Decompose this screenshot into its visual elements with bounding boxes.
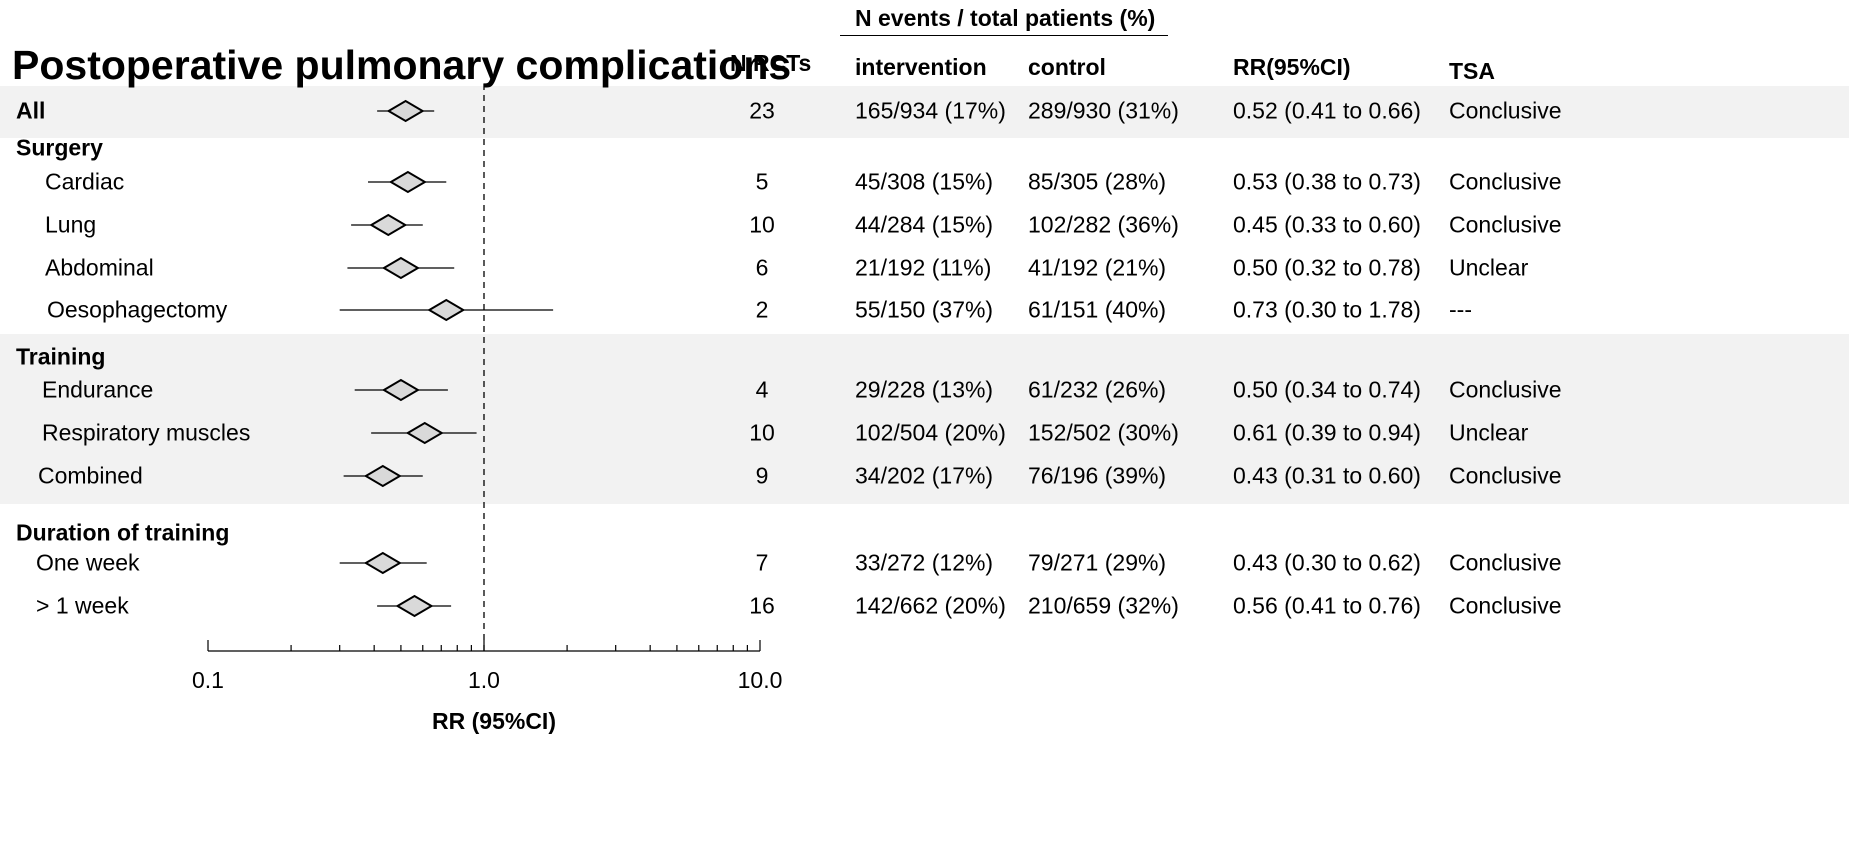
cell-rr: 0.50 (0.32 to 0.78) [1233, 254, 1421, 281]
x-tick-label: 0.1 [192, 667, 224, 693]
estimate-diamond [369, 213, 408, 237]
cell-intervention: 45/308 (15%) [855, 168, 994, 195]
cell-n-rcts: 16 [749, 592, 775, 619]
cell-intervention: 33/272 (12%) [855, 549, 994, 576]
cell-rr: 0.43 (0.30 to 0.62) [1233, 549, 1421, 576]
estimate-diamond [363, 551, 402, 575]
cell-n-rcts: 2 [755, 296, 769, 323]
estimate-diamond [381, 378, 420, 402]
cell-intervention: 34/202 (17%) [855, 462, 994, 489]
header-group: N events / total patients (%) [855, 5, 1156, 31]
cell-n-rcts: 6 [755, 254, 769, 281]
cell-intervention: 21/192 (11%) [855, 254, 992, 281]
cell-tsa: Conclusive [1449, 462, 1562, 489]
row-label: > 1 week [36, 592, 129, 619]
row-label: Lung [45, 211, 97, 238]
row-label: Oesophagectomy [47, 296, 228, 323]
row-heading-label: Duration of training [16, 519, 230, 546]
row-heading-label: Surgery [16, 134, 103, 161]
cell-tsa: Conclusive [1449, 549, 1562, 576]
cell-control: 41/192 (21%) [1028, 254, 1167, 281]
cell-intervention: 142/662 (20%) [855, 592, 1006, 619]
estimate-diamond [427, 298, 466, 322]
cell-control: 152/502 (30%) [1028, 419, 1179, 446]
row-label: Endurance [42, 376, 154, 403]
header-tsa: TSA [1449, 58, 1495, 84]
estimate-diamond [386, 99, 425, 123]
row-label: Cardiac [45, 168, 125, 195]
cell-control: 289/930 (31%) [1028, 97, 1179, 124]
estimate-diamond [395, 594, 434, 618]
cell-intervention: 55/150 (37%) [855, 296, 994, 323]
cell-n-rcts: 7 [755, 549, 769, 576]
cell-tsa: Unclear [1449, 254, 1529, 281]
header-intervention: intervention [855, 54, 987, 80]
cell-intervention: 44/284 (15%) [855, 211, 994, 238]
cell-control: 85/305 (28%) [1028, 168, 1167, 195]
header-group-rule [840, 35, 1168, 36]
band-training [0, 334, 1849, 504]
cell-tsa: Conclusive [1449, 168, 1562, 195]
cell-tsa: Conclusive [1449, 592, 1562, 619]
band-all [0, 86, 1849, 138]
cell-tsa: Conclusive [1449, 211, 1562, 238]
cell-rr: 0.43 (0.31 to 0.60) [1233, 462, 1421, 489]
cell-control: 76/196 (39%) [1028, 462, 1167, 489]
cell-n-rcts: 4 [755, 376, 769, 403]
x-tick-label: 1.0 [468, 667, 500, 693]
estimate-diamond [363, 464, 402, 488]
cell-intervention: 29/228 (13%) [855, 376, 994, 403]
header-n-rcts: N RCTs [730, 50, 812, 76]
header-rr: RR(95%CI) [1233, 54, 1351, 80]
cell-tsa: Conclusive [1449, 376, 1562, 403]
chart-title: Postoperative pulmonary complications [12, 42, 792, 88]
cell-control: 61/151 (40%) [1028, 296, 1167, 323]
cell-intervention: 102/504 (20%) [855, 419, 1006, 446]
cell-control: 210/659 (32%) [1028, 592, 1179, 619]
header-control: control [1028, 54, 1106, 80]
cell-n-rcts: 5 [755, 168, 769, 195]
cell-rr: 0.73 (0.30 to 1.78) [1233, 296, 1421, 323]
cell-control: 61/232 (26%) [1028, 376, 1167, 403]
cell-rr: 0.52 (0.41 to 0.66) [1233, 97, 1421, 124]
cell-n-rcts: 9 [755, 462, 769, 489]
row-label: Abdominal [45, 254, 154, 281]
cell-control: 102/282 (36%) [1028, 211, 1179, 238]
cell-n-rcts: 23 [749, 97, 775, 124]
cell-tsa: Conclusive [1449, 97, 1562, 124]
x-tick-label: 10.0 [738, 667, 783, 693]
cell-rr: 0.53 (0.38 to 0.73) [1233, 168, 1421, 195]
cell-control: 79/271 (29%) [1028, 549, 1167, 576]
cell-rr: 0.61 (0.39 to 0.94) [1233, 419, 1421, 446]
row-label: One week [36, 549, 140, 576]
cell-rr: 0.56 (0.41 to 0.76) [1233, 592, 1421, 619]
row-heading-label: Training [16, 343, 106, 370]
estimate-diamond [405, 421, 444, 445]
row-label: Combined [38, 462, 143, 489]
cell-rr: 0.50 (0.34 to 0.74) [1233, 376, 1421, 403]
cell-n-rcts: 10 [749, 211, 775, 238]
cell-tsa: --- [1449, 296, 1472, 323]
row-label: Respiratory muscles [42, 419, 251, 446]
estimate-diamond [388, 170, 427, 194]
x-axis-label: RR (95%CI) [432, 708, 556, 734]
cell-rr: 0.45 (0.33 to 0.60) [1233, 211, 1421, 238]
cell-tsa: Unclear [1449, 419, 1529, 446]
cell-n-rcts: 10 [749, 419, 775, 446]
cell-intervention: 165/934 (17%) [855, 97, 1006, 124]
row-heading-label: All [16, 97, 46, 124]
estimate-diamond [381, 256, 420, 280]
